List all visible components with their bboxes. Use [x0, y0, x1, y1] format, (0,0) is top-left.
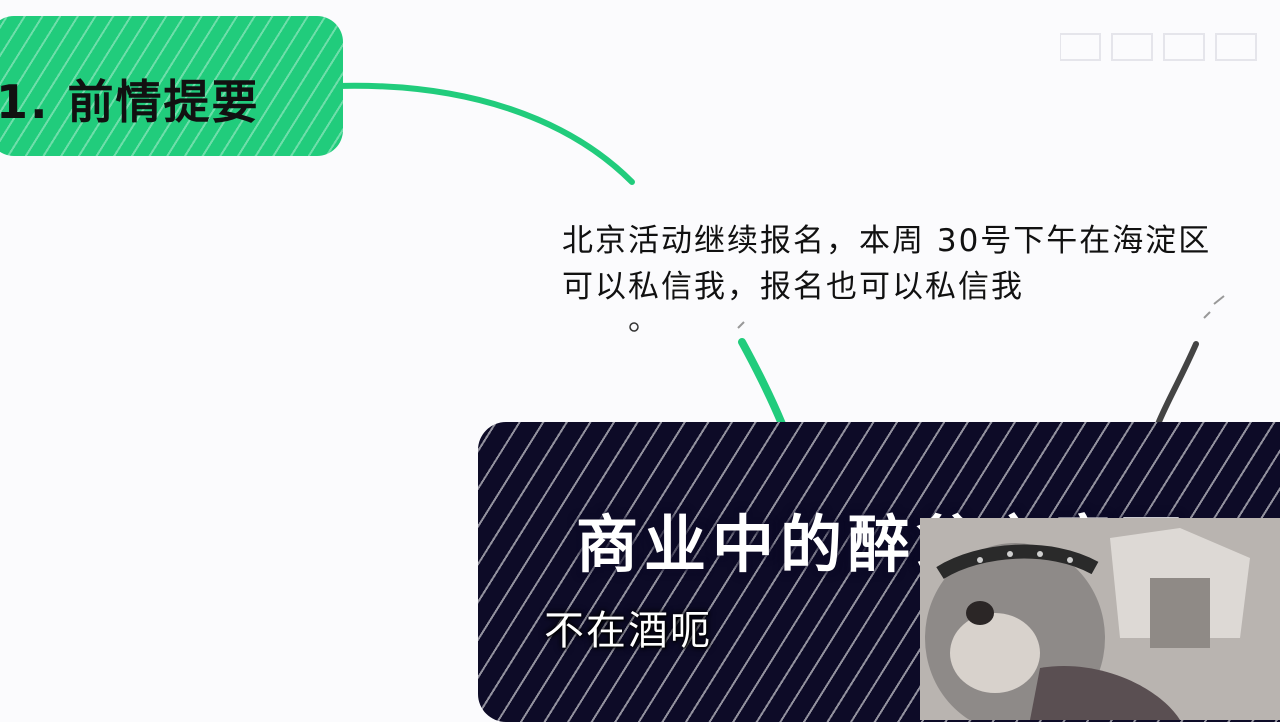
event-notice: 北京活动继续报名，本周 30号下午在海淀区 可以私信我，报名也可以私信我	[562, 218, 1274, 310]
connector-title-to-notice	[332, 82, 635, 185]
connector-dash-3	[737, 321, 745, 329]
section-title-node[interactable]: 1. 前情提要	[0, 16, 343, 156]
avatar-picture	[920, 518, 1280, 720]
section-title: 1. 前情提要	[0, 75, 260, 129]
notice-line-2: 可以私信我，报名也可以私信我	[562, 269, 1024, 305]
connector-dash-1	[1213, 295, 1225, 305]
watermark-glyphs	[1059, 33, 1257, 61]
video-subtitle: 不在酒呃	[544, 608, 712, 654]
webcam-overlay	[920, 518, 1280, 720]
watermark-logo	[1059, 26, 1260, 73]
connector-dash-2	[1203, 311, 1211, 319]
connector-dot	[629, 322, 639, 332]
connector-gray-branch	[1155, 341, 1199, 427]
notice-line-1: 北京活动继续报名，本周 30号下午在海淀区	[562, 223, 1212, 259]
connector-notice-to-topic	[738, 338, 786, 428]
